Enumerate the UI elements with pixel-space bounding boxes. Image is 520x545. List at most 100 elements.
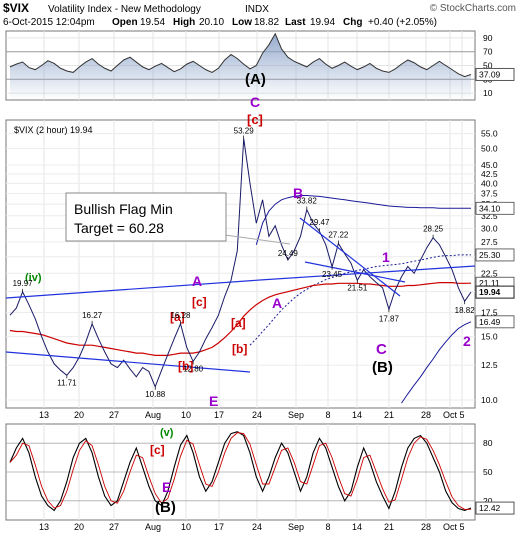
open-value: 19.54 [140,17,165,28]
y-tick-label: 17.5 [481,308,498,318]
price-annotation: 12.80 [183,364,204,373]
right-value-label: 19.94 [479,287,501,297]
chg-label: Chg [343,17,362,28]
right-value-box [475,201,515,215]
x-tick-label: 10 [181,410,191,420]
x-tick-label: Sep [288,410,304,420]
x-tick-label: 17 [214,410,224,420]
right-value-box [475,285,515,299]
price-annotation: 27.22 [328,231,349,240]
x-tick-label-bottom: 24 [252,522,262,532]
top-tick-label: 10 [483,88,493,98]
y-tick-label: 12.5 [481,360,498,370]
wave-C-top: C [250,94,260,110]
wave-A-paren: (A) [245,71,266,88]
rsi-line [9,32,472,78]
open-label: Open [112,17,138,28]
right-value-label: 25.30 [479,250,501,260]
symbol: $VIX [3,1,29,15]
x-tick-label-bottom: Oct [443,522,458,532]
rsi-last-value: 37.09 [479,69,501,79]
wave-E-lower: E [162,479,171,495]
x-tick-label: 24 [252,410,262,420]
last-label: Last [285,17,306,28]
callout-bullish-flag: Bullish Flag Min Target = 60.28 [65,192,291,245]
x-tick-label-bottom: 13 [39,522,49,532]
right-value-box [475,248,515,262]
right-value-label: 34.10 [479,203,501,213]
x-tick-label: Aug [145,410,161,420]
price-annotation: 53.29 [234,127,255,136]
stochastic-line [9,431,472,512]
right-value-box [475,315,515,329]
x-tick-label: 27 [109,410,119,420]
wave-B-paren-low: (B) [155,499,176,516]
top-tick-label: 70 [483,47,493,57]
top-tick-label: 50 [483,61,493,71]
x-tick-label-bottom: 20 [74,522,84,532]
y-tick-label: 30.0 [481,223,498,233]
chart-header: $VIX Volatility Index - New Methodology … [3,1,516,28]
price-series-label: $VIX (2 hour) 19.94 [14,125,93,135]
top-tick-label: 90 [483,33,493,43]
wave-v-low: (v) [160,427,174,439]
x-tick-label: Oct [443,410,458,420]
price-annotation: 33.82 [297,197,318,206]
y-tick-label: 15.0 [481,332,498,342]
rsi-last-box [475,67,515,81]
wave-b-2: [b] [232,342,247,356]
x-tick-label-bottom: 10 [181,522,191,532]
price-annotation: 19.97 [13,279,34,288]
bottom-tick-label: 50 [483,467,493,477]
chg-value: +0.40 (+2.05%) [368,17,437,28]
wave-E-low: E [209,393,218,409]
rsi-area [10,33,471,101]
y-tick-label: 50.0 [481,143,498,153]
low-label: Low [232,17,252,28]
datetime: 6-Oct-2015 12:04pm [3,17,95,28]
price-annotation: 28.25 [423,225,444,234]
callout-line2: Target = 60.28 [74,220,164,236]
wave-A-lower: A [272,295,282,311]
callout-box [65,192,227,242]
stochastic-signal-line [9,432,472,510]
x-tick-label: 20 [74,410,84,420]
y-tick-label: 42.5 [481,169,498,179]
price-annotation: 23.45 [322,270,343,279]
wave-1: 1 [382,249,390,265]
y-tick-label: 22.5 [481,268,498,278]
y-tick-label: 32.5 [481,211,498,221]
y-tick-label: 55.0 [481,129,498,139]
x-tick-label-bottom: 17 [214,522,224,532]
wave-C-lower: C [376,341,387,358]
y-tick-label: 40.0 [481,178,498,188]
price-panel [5,119,476,409]
right-value-label: 16.49 [479,317,501,327]
x-tick-label-bottom: 28 [421,522,431,532]
wave-c-1: [c] [192,295,207,309]
moving-average-red [9,282,472,356]
wave-2: 2 [463,333,471,349]
price-line [9,138,472,389]
callout-pointer [224,234,291,245]
watermark: © StockCharts.com [430,3,516,14]
price-annotation: 18.82 [455,306,476,315]
callout-line1: Bullish Flag Min [74,201,173,217]
price-annotation: 24.49 [278,249,299,258]
trendlines [5,217,476,373]
y-tick-label: 27.5 [481,237,498,247]
flag-line-lower [304,261,406,283]
x-tick-label-bottom: 21 [384,522,394,532]
wave-iv: (iv) [25,272,42,284]
bollinger-lower [401,321,472,404]
price-annotation: 16.27 [82,311,103,320]
bottom-tick-label: 20 [483,496,493,506]
high-label: High [173,17,195,28]
x-tick-label: 8 [325,410,330,420]
x-tick-label-bottom: Aug [145,522,161,532]
y-tick-label: 45.0 [481,160,498,170]
x-tick-label: 14 [352,410,362,420]
price-annotation: 29.47 [309,218,330,227]
high-value: 20.10 [199,17,224,28]
